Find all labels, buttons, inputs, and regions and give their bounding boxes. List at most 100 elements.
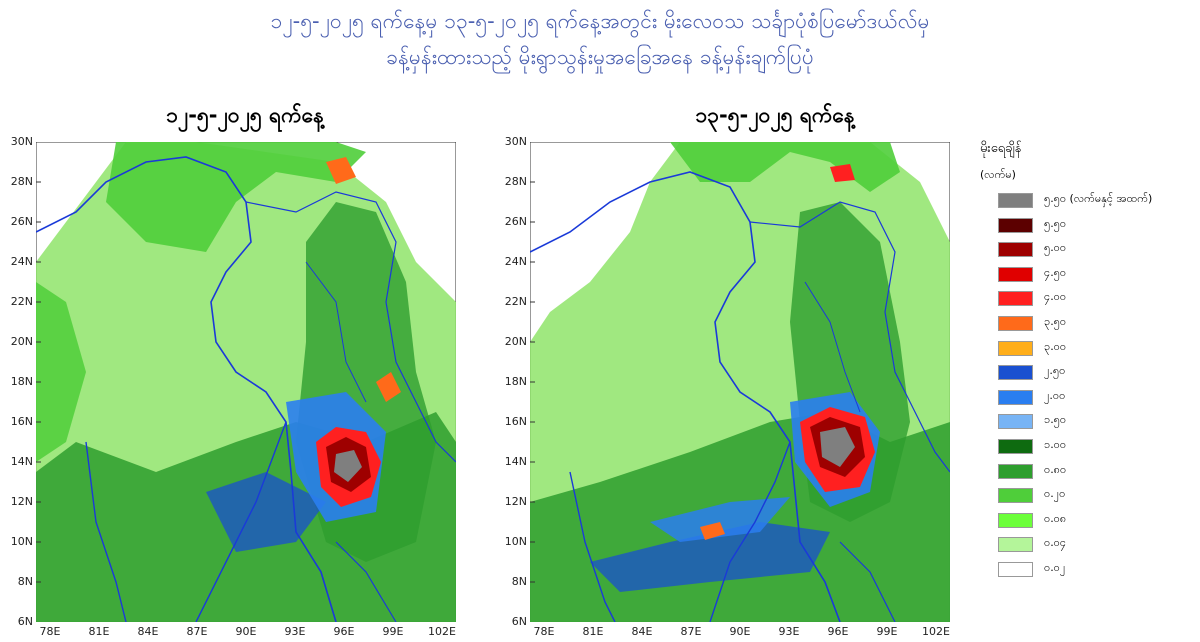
map-canvas-day2 <box>530 142 950 622</box>
lon-label-day1: 87E <box>186 625 208 638</box>
title-line-2: ခန့်မှန်းထားသည့် မိုးရွာသွန်းမှုအခြေအနေ … <box>386 45 814 69</box>
lat-label-day1: 10N <box>10 535 33 548</box>
legend-swatch <box>998 414 1033 430</box>
map-canvas-day1 <box>36 142 456 622</box>
legend-label: ၂.၅၀ <box>1044 364 1066 378</box>
lat-label-day1: 30N <box>10 135 33 148</box>
lon-label-day2: 78E <box>533 625 555 638</box>
legend-item: ၅.၅၀ <box>980 215 1195 240</box>
lon-label-day2: 84E <box>631 625 653 638</box>
legend-label: ၃.၀၀ <box>1044 339 1067 353</box>
lon-label-day1: 96E <box>333 625 355 638</box>
lon-label-day1: 93E <box>284 625 306 638</box>
legend-item: ၃.၅၀ <box>980 313 1195 338</box>
lat-label-day2: 14N <box>504 455 527 468</box>
legend-label: ၀.၀၂ <box>1044 560 1066 574</box>
lat-label-day1: 22N <box>10 295 33 308</box>
lat-label-day2: 8N <box>511 575 527 588</box>
legend-item: ၃.၀၀ <box>980 338 1195 363</box>
lat-label-day2: 10N <box>504 535 527 548</box>
legend-swatch <box>998 315 1033 331</box>
lat-label-day1: 18N <box>10 375 33 388</box>
legend-item: ၄.၅၀ <box>980 264 1195 289</box>
legend-label: ၀.၈၀ <box>1044 462 1067 476</box>
legend-swatch <box>998 266 1033 282</box>
legend-item: ၀.၈၀ <box>980 461 1195 486</box>
legend-item: ၁.၅၀ <box>980 411 1195 436</box>
legend-label: ၂.၀၀ <box>1044 388 1066 402</box>
lon-label-day2: 90E <box>729 625 751 638</box>
lat-label-day1: 16N <box>10 415 33 428</box>
lon-label-day2: 87E <box>680 625 702 638</box>
legend-label: ၁.၅၀ <box>1044 413 1067 427</box>
legend-swatch <box>998 488 1033 504</box>
lat-label-day1: 20N <box>10 335 33 348</box>
lon-label-day1: 84E <box>137 625 159 638</box>
lon-label-day2: 96E <box>827 625 849 638</box>
legend-item: ၂.၀၀ <box>980 387 1195 412</box>
lat-label-day2: 12N <box>504 495 527 508</box>
legend-swatch <box>998 389 1033 405</box>
legend-item: ၀.၂၀ <box>980 485 1195 510</box>
lat-label-day1: 24N <box>10 255 33 268</box>
lat-label-day2: 18N <box>504 375 527 388</box>
legend-swatch <box>998 512 1033 528</box>
legend-label: ၁.၀၀ <box>1044 437 1067 451</box>
lon-label-day1: 90E <box>235 625 257 638</box>
legend-label: ၃.၅၀ <box>1044 314 1067 328</box>
lat-label-day2: 20N <box>504 335 527 348</box>
lon-label-day2: 102E <box>922 625 950 638</box>
map-title-day1: ၁၂-၅-၂၀၂၅ ရက်နေ့ <box>166 103 324 127</box>
legend-swatch <box>998 217 1033 233</box>
legend-item: ၂.၅၀ <box>980 362 1195 387</box>
lon-label-day2: 99E <box>876 625 898 638</box>
legend-swatch <box>998 438 1033 454</box>
lat-label-day2: 24N <box>504 255 527 268</box>
legend-item: ၀.၀၄ <box>980 534 1195 559</box>
legend-item: ၄.၀၀ <box>980 288 1195 313</box>
lat-label-day1: 12N <box>10 495 33 508</box>
legend-label: ၄.၅၀ <box>1044 265 1067 279</box>
title-line-1: ၁၂-၅-၂၀၂၅ ရက်နေ့မှ ၁၃-၅-၂၀၂၅ ရက်နေ့အတွင်… <box>270 9 930 33</box>
legend-unit: (လက်မ) <box>980 168 1016 181</box>
legend-item: ၀.၀၈ <box>980 510 1195 535</box>
legend-item: ၅.၀၀ <box>980 239 1195 264</box>
lat-label-day2: 6N <box>511 615 527 628</box>
rainfall-legend: မိုးရေချိန် (လက်မ) ၅.၅၀ (လက်မနှင့် အထက်)… <box>980 140 1195 584</box>
legend-swatch <box>998 537 1033 553</box>
legend-swatch <box>998 561 1033 577</box>
lon-label-day1: 102E <box>428 625 456 638</box>
lon-label-day2: 81E <box>582 625 604 638</box>
lat-label-day2: 22N <box>504 295 527 308</box>
map-title-day2: ၁၃-၅-၂၀၂၅ ရက်နေ့ <box>695 103 855 127</box>
legend-swatch <box>998 193 1033 208</box>
legend-label: ၀.၂၀ <box>1044 487 1066 501</box>
legend-title: မိုးရေချိန် <box>980 141 1022 156</box>
rainfall-map-day1 <box>36 142 456 622</box>
lat-label-day1: 8N <box>17 575 33 588</box>
legend-label: ၅.၅၀ <box>1044 216 1067 230</box>
legend-label: ၅.၀၀ <box>1044 241 1067 255</box>
legend-swatch <box>998 242 1033 258</box>
lon-label-day1: 81E <box>88 625 110 638</box>
lat-label-day2: 26N <box>504 215 527 228</box>
legend-rows: ၅.၅၀ (လက်မနှင့် အထက်) ၅.၅၀၅.၀၀၄.၅၀၄.၀၀၃.၅… <box>980 190 1195 584</box>
lon-label-day2: 93E <box>778 625 800 638</box>
rainfall-map-day2 <box>530 142 950 622</box>
lat-label-day2: 28N <box>504 175 527 188</box>
legend-label: ၄.၀၀ <box>1044 290 1067 304</box>
legend-swatch <box>998 340 1033 356</box>
legend-swatch <box>998 463 1033 479</box>
legend-swatch <box>998 365 1033 381</box>
legend-label: ၀.၀၄ <box>1044 536 1067 550</box>
lat-label-day2: 16N <box>504 415 527 428</box>
legend-label: ၅.၅၀ (လက်မနှင့် အထက်) <box>1044 192 1153 205</box>
lon-label-day1: 78E <box>39 625 61 638</box>
lat-label-day1: 14N <box>10 455 33 468</box>
lat-label-day1: 6N <box>17 615 33 628</box>
lon-label-day1: 99E <box>382 625 404 638</box>
lat-label-day2: 30N <box>504 135 527 148</box>
legend-swatch <box>998 291 1033 307</box>
lat-label-day1: 26N <box>10 215 33 228</box>
legend-item: ၀.၀၂ <box>980 559 1195 584</box>
